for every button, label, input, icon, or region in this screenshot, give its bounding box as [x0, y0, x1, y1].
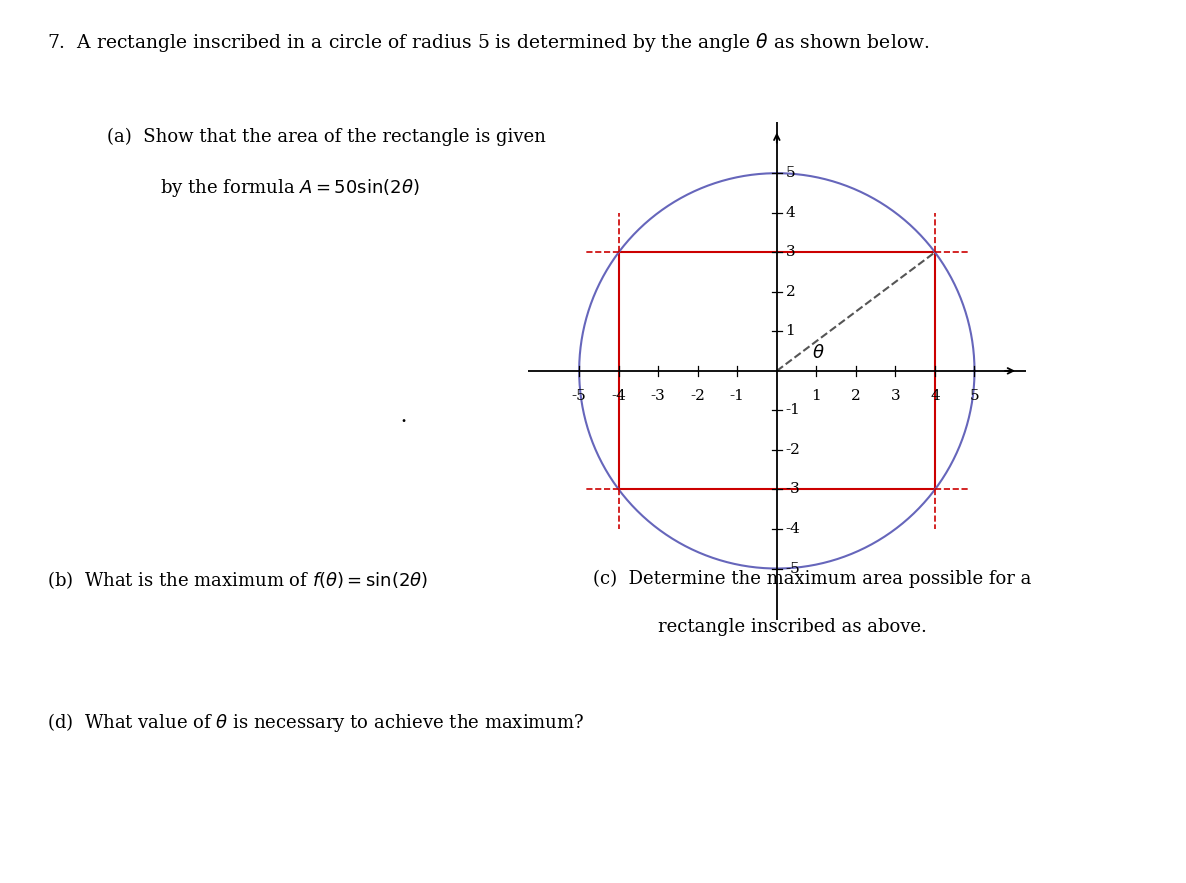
Text: -5: -5	[572, 389, 587, 403]
Text: 7.  A rectangle inscribed in a circle of radius 5 is determined by the angle $\t: 7. A rectangle inscribed in a circle of …	[47, 31, 930, 54]
Text: (a)  Show that the area of the rectangle is given: (a) Show that the area of the rectangle …	[107, 128, 546, 147]
Text: (c)  Determine the maximum area possible for a: (c) Determine the maximum area possible …	[593, 570, 1032, 588]
Text: -2: -2	[690, 389, 706, 403]
Text: -4: -4	[611, 389, 626, 403]
Text: 3: 3	[891, 389, 900, 403]
Text: -3: -3	[651, 389, 665, 403]
Text: -4: -4	[785, 522, 801, 536]
Text: $\theta$: $\theta$	[812, 344, 825, 362]
Text: 1: 1	[785, 324, 796, 338]
Text: -2: -2	[785, 443, 801, 457]
Text: 1: 1	[811, 389, 821, 403]
Text: -3: -3	[785, 482, 801, 496]
Text: -1: -1	[729, 389, 745, 403]
Text: 2: 2	[785, 285, 796, 298]
Text: 3: 3	[785, 245, 795, 260]
Text: $\bullet$: $\bullet$	[400, 415, 407, 424]
Text: -5: -5	[785, 562, 801, 576]
Text: (d)  What value of $\theta$ is necessary to achieve the maximum?: (d) What value of $\theta$ is necessary …	[47, 711, 585, 734]
Text: 5: 5	[970, 389, 980, 403]
Text: -1: -1	[785, 404, 801, 418]
Text: 2: 2	[852, 389, 861, 403]
Text: 5: 5	[785, 166, 795, 180]
Text: (b)  What is the maximum of $f(\theta) = \sin(2\theta)$: (b) What is the maximum of $f(\theta) = …	[47, 570, 429, 592]
Text: by the formula $A = 50\sin(2\theta)$: by the formula $A = 50\sin(2\theta)$	[160, 177, 420, 199]
Text: rectangle inscribed as above.: rectangle inscribed as above.	[658, 618, 927, 636]
Text: 4: 4	[785, 206, 796, 220]
Text: 4: 4	[930, 389, 939, 403]
Bar	[619, 253, 935, 489]
